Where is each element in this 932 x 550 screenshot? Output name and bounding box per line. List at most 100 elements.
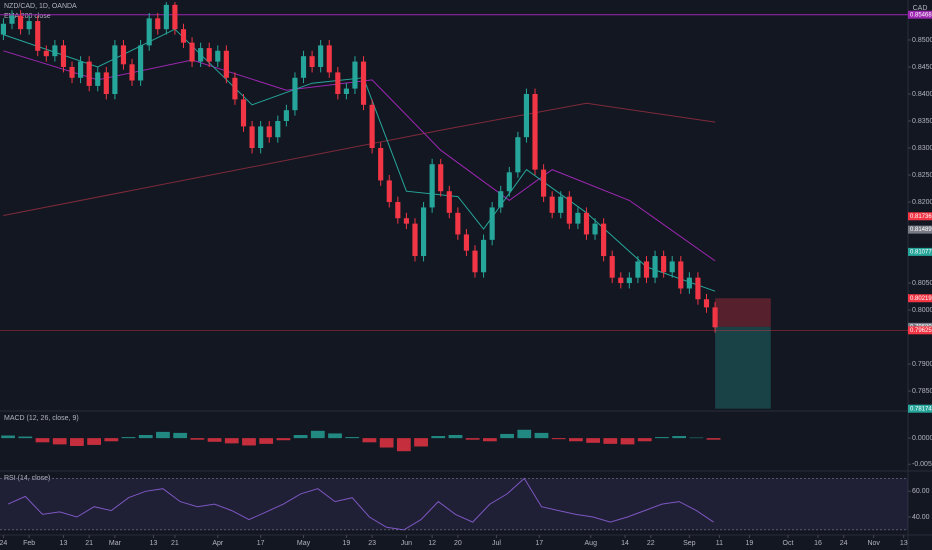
y-tick-label: -0.00500 bbox=[912, 461, 932, 468]
candle-body bbox=[386, 180, 392, 203]
candle-body bbox=[120, 45, 127, 65]
candle-body bbox=[43, 50, 49, 57]
candle-body bbox=[275, 121, 281, 138]
candle-body bbox=[438, 164, 444, 192]
candle-body bbox=[566, 196, 572, 224]
price-badge-label: 0.81736 bbox=[910, 214, 932, 220]
candle-body bbox=[601, 223, 607, 257]
x-tick-label: 14 bbox=[621, 540, 629, 547]
candle-body bbox=[0, 23, 7, 35]
candle-body bbox=[163, 4, 169, 30]
candle-body bbox=[420, 207, 427, 257]
x-tick-label: Apr bbox=[212, 540, 224, 547]
candle-body bbox=[669, 261, 675, 273]
stop-zone bbox=[715, 298, 771, 327]
candle-body bbox=[60, 45, 67, 67]
candle-body bbox=[592, 223, 598, 235]
histogram-bar bbox=[362, 438, 377, 443]
x-tick-label: 24 bbox=[840, 540, 848, 547]
x-tick-label: 16 bbox=[814, 540, 822, 547]
candle-body bbox=[146, 18, 152, 46]
price-badge-label: 0.81077 bbox=[910, 249, 932, 255]
candle-body bbox=[643, 261, 650, 278]
candle-body bbox=[446, 191, 452, 213]
histogram-bar bbox=[345, 437, 360, 439]
candle-body bbox=[240, 99, 247, 127]
candle-body bbox=[369, 104, 375, 149]
histogram-bar bbox=[138, 434, 153, 439]
candle-body bbox=[506, 172, 512, 192]
candle-body bbox=[412, 223, 418, 257]
histogram-bar bbox=[569, 438, 583, 442]
y-tick-label: 40.00 bbox=[912, 514, 930, 521]
x-tick-label: 21 bbox=[85, 540, 93, 547]
candle-body bbox=[86, 61, 92, 86]
candle-body bbox=[463, 234, 470, 251]
histogram-bar bbox=[672, 436, 687, 439]
x-tick-label: 24 bbox=[0, 540, 7, 547]
candle-body bbox=[206, 48, 212, 62]
candle-body bbox=[515, 137, 521, 173]
histogram-bar bbox=[121, 437, 136, 439]
candle-body bbox=[360, 61, 367, 105]
x-tick-label: 13 bbox=[150, 540, 158, 547]
histogram-bar bbox=[70, 438, 84, 446]
candle-body bbox=[283, 110, 289, 122]
y-tick-label: 0.78500 bbox=[912, 388, 932, 395]
x-tick-label: 23 bbox=[368, 540, 376, 547]
candle-body bbox=[686, 277, 692, 289]
x-tick-label: Jul bbox=[492, 540, 501, 547]
candle-body bbox=[18, 15, 24, 30]
candle-body bbox=[541, 169, 547, 197]
candle-body bbox=[103, 72, 109, 94]
candle-body bbox=[95, 72, 101, 86]
candle-body bbox=[575, 212, 581, 224]
histogram-bar bbox=[276, 438, 291, 441]
x-tick-label: 11 bbox=[716, 540, 723, 547]
x-tick-label: 19 bbox=[745, 540, 753, 547]
x-tick-label: Sep bbox=[683, 540, 696, 547]
price-badge bbox=[908, 10, 932, 19]
x-tick-label: 21 bbox=[171, 540, 179, 547]
candle-body bbox=[618, 277, 624, 284]
x-tick-label: 17 bbox=[535, 540, 543, 547]
histogram-bar bbox=[104, 438, 119, 442]
candle-body bbox=[661, 256, 667, 273]
candle-body bbox=[558, 196, 564, 213]
candle-body bbox=[180, 29, 187, 43]
histogram-bar bbox=[396, 438, 411, 452]
histogram-bar bbox=[242, 438, 256, 446]
candle-body bbox=[678, 261, 684, 289]
price-badge bbox=[908, 247, 932, 256]
histogram-bar bbox=[517, 429, 532, 439]
price-badge bbox=[908, 326, 932, 335]
candle-body bbox=[78, 61, 84, 78]
candle-body bbox=[498, 191, 504, 208]
candle-body bbox=[343, 88, 349, 94]
candle-body bbox=[69, 66, 75, 78]
histogram-bar bbox=[465, 438, 480, 440]
histogram-bar bbox=[431, 436, 446, 439]
histogram-bar bbox=[18, 436, 33, 439]
x-tick-label: Feb bbox=[23, 540, 35, 547]
histogram-bar bbox=[310, 430, 325, 439]
candle-body bbox=[635, 261, 641, 278]
candle-body bbox=[155, 18, 161, 30]
histogram-bar bbox=[655, 437, 669, 439]
candle-body bbox=[266, 126, 272, 138]
candle-body bbox=[695, 277, 701, 300]
y-tick-label: 60.00 bbox=[912, 488, 930, 495]
indicator-legend: EMA 200 close bbox=[4, 13, 51, 20]
candle-body bbox=[403, 218, 409, 224]
price-badge bbox=[908, 212, 932, 221]
candle-body bbox=[26, 21, 32, 30]
moving-average bbox=[3, 50, 716, 262]
histogram-bar bbox=[689, 437, 704, 439]
candle-body bbox=[318, 45, 324, 67]
x-tick-label: 19 bbox=[342, 540, 350, 547]
